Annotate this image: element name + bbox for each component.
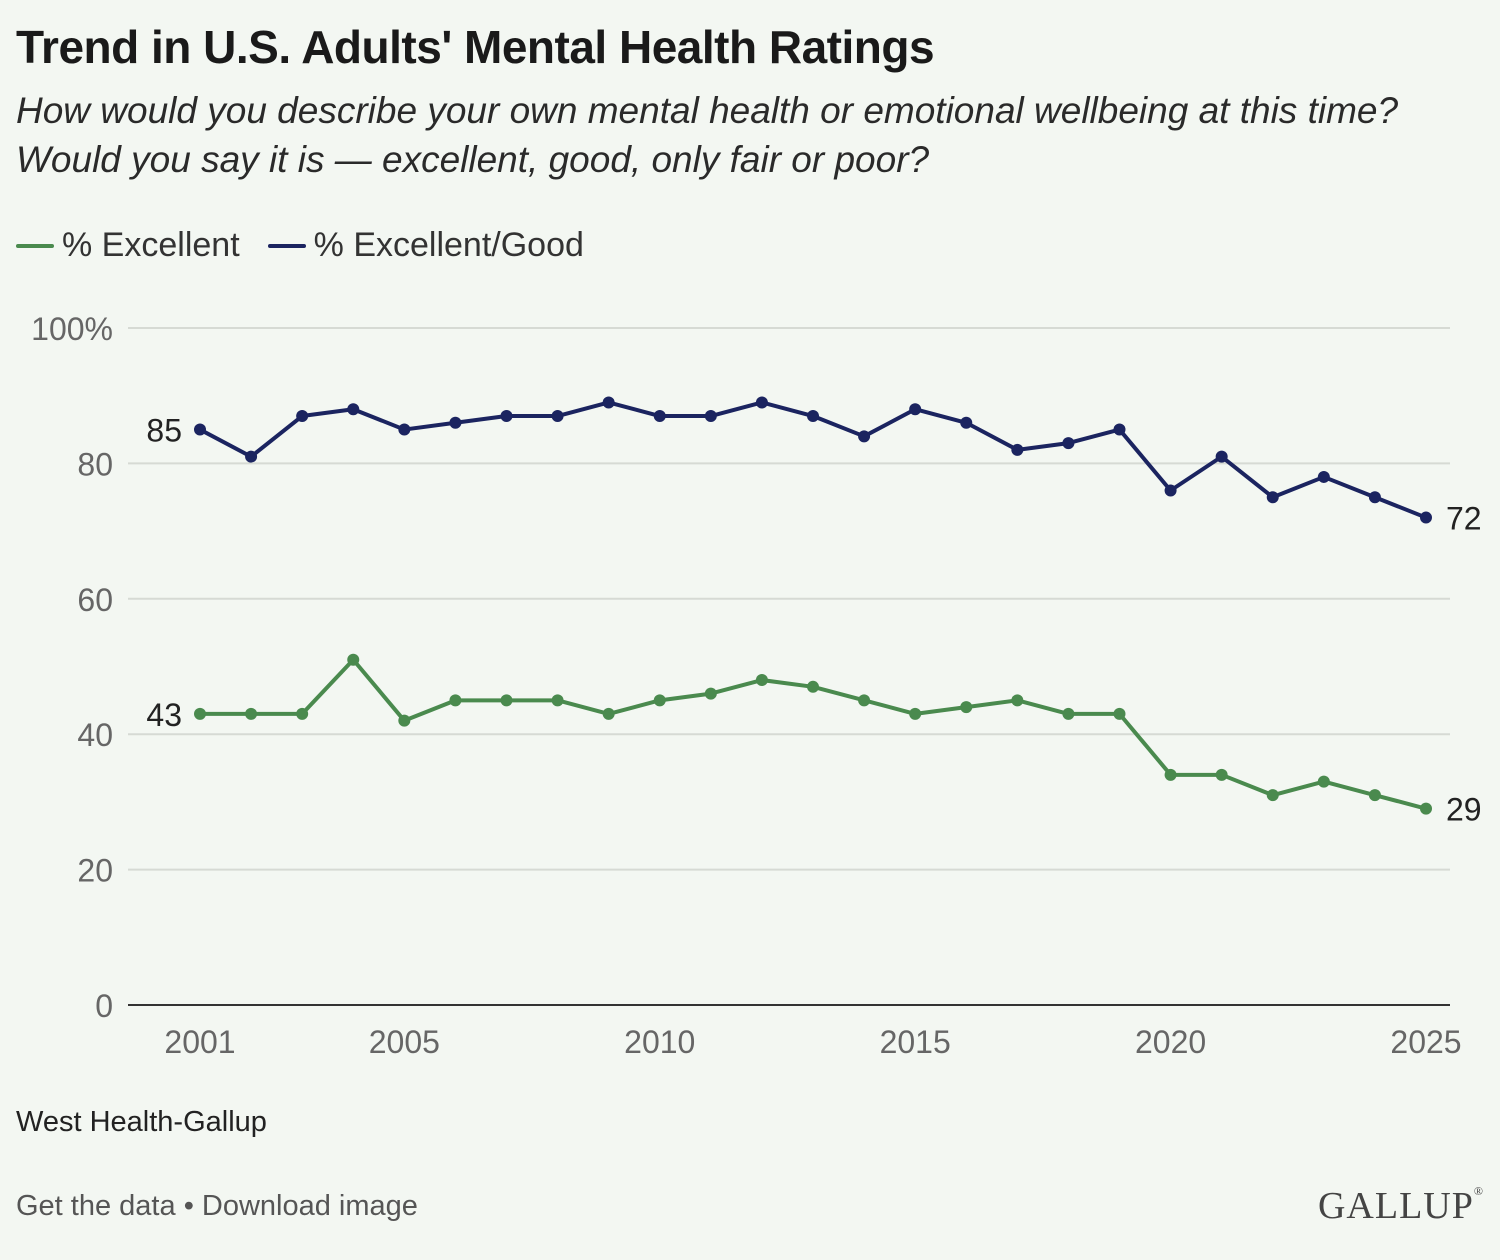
x-tick-label-2015: 2015 — [880, 1024, 951, 1060]
x-tick-label-2010: 2010 — [624, 1024, 695, 1060]
data-point-excellent-2010 — [653, 694, 666, 707]
data-point-excellent-2018 — [1062, 707, 1075, 720]
y-tick-label-100: 100% — [31, 311, 113, 347]
data-point-excellent-good-2021 — [1215, 450, 1228, 463]
series — [194, 396, 1432, 815]
data-point-excellent-good-2012 — [755, 396, 768, 409]
data-point-excellent-good-2010 — [653, 410, 666, 423]
data-point-excellent-2008 — [551, 694, 564, 707]
data-point-excellent-good-2005 — [398, 423, 411, 436]
end-label-excellent: 29 — [1446, 792, 1482, 828]
data-point-excellent-good-2020 — [1164, 484, 1177, 497]
data-point-excellent-2007 — [500, 694, 513, 707]
data-point-excellent-good-2013 — [807, 410, 819, 423]
legend-label-excellent-good: % Excellent/Good — [313, 226, 584, 264]
data-point-excellent-2002 — [245, 707, 258, 720]
logo-text: GALLUP — [1317, 1185, 1474, 1227]
data-point-excellent-good-2022 — [1266, 491, 1279, 504]
data-point-excellent-2019 — [1113, 707, 1126, 720]
y-tick-label-60: 60 — [77, 582, 113, 618]
data-point-excellent-2022 — [1266, 789, 1279, 802]
data-point-excellent-2017 — [1011, 694, 1024, 707]
x-tick-label-2025: 2025 — [1390, 1024, 1461, 1060]
data-point-excellent-2014 — [858, 694, 871, 707]
get-data-link[interactable]: Get the data — [16, 1190, 176, 1222]
y-tick-label-40: 40 — [77, 717, 113, 753]
y-tick-label-20: 20 — [77, 853, 113, 889]
data-point-excellent-good-2015 — [909, 403, 922, 416]
data-point-excellent-2024 — [1368, 789, 1381, 802]
legend-item-excellent: % Excellent — [16, 226, 240, 265]
data-point-excellent-2005 — [398, 714, 411, 727]
data-point-excellent-good-2001 — [194, 423, 206, 436]
axes: 0 20 40 60 80 100% 2001 2005 2010 2015 2020 2025 — [31, 311, 1461, 1060]
data-point-excellent-good-2016 — [960, 416, 973, 429]
data-point-excellent-2025 — [1420, 802, 1432, 815]
line-chart: 0 20 40 60 80 100% 2001 2005 2010 2015 2020 2025 43… — [31, 311, 1481, 1060]
data-point-excellent-2016 — [960, 701, 973, 714]
data-point-excellent-good-2014 — [858, 430, 871, 443]
data-point-excellent-good-2009 — [602, 396, 615, 409]
data-point-excellent-2009 — [602, 707, 615, 720]
data-point-excellent-good-2003 — [296, 410, 309, 423]
y-tick-label-80: 80 — [77, 446, 113, 482]
data-point-excellent-good-2023 — [1317, 470, 1330, 483]
legend-label-excellent: % Excellent — [62, 226, 240, 264]
legend: % Excellent % Excellent/Good — [16, 226, 584, 265]
data-point-excellent-good-2024 — [1368, 491, 1381, 504]
y-tick-label-0: 0 — [95, 988, 113, 1024]
source-note: West Health-Gallup — [16, 1106, 267, 1138]
legend-item-excellent-good: % Excellent/Good — [267, 226, 584, 265]
data-point-excellent-good-2019 — [1113, 423, 1126, 436]
data-point-excellent-2015 — [909, 707, 922, 720]
download-image-link[interactable]: Download image — [201, 1190, 418, 1222]
data-labels: 43 29 85 72 — [146, 413, 1481, 828]
data-point-excellent-good-2025 — [1420, 511, 1432, 524]
data-point-excellent-2023 — [1317, 775, 1330, 788]
gallup-logo: GALLUP® — [1318, 1184, 1484, 1228]
data-point-excellent-good-2002 — [245, 450, 258, 463]
data-point-excellent-2004 — [347, 653, 360, 666]
footer-separator: • — [183, 1190, 194, 1222]
data-point-excellent-good-2004 — [347, 403, 360, 416]
data-point-excellent-good-2007 — [500, 410, 513, 423]
data-point-excellent-2013 — [807, 680, 819, 693]
legend-swatch-excellent — [16, 243, 54, 248]
data-point-excellent-2012 — [755, 674, 768, 687]
data-point-excellent-2003 — [296, 707, 309, 720]
legend-swatch-excellent-good — [267, 243, 306, 248]
data-point-excellent-2021 — [1215, 768, 1228, 781]
data-point-excellent-good-2011 — [704, 410, 717, 423]
start-label-excellent-good: 85 — [146, 413, 182, 449]
footer-links: Get the data • Download image — [16, 1190, 418, 1223]
data-point-excellent-2001 — [194, 707, 206, 720]
data-point-excellent-good-2017 — [1011, 443, 1024, 456]
data-point-excellent-2011 — [704, 687, 717, 700]
data-point-excellent-2020 — [1164, 768, 1177, 781]
data-point-excellent-good-2006 — [449, 416, 462, 429]
x-tick-label-2020: 2020 — [1135, 1024, 1206, 1060]
data-point-excellent-good-2008 — [551, 410, 564, 423]
chart-subtitle: How would you describe your own mental h… — [16, 90, 1399, 180]
registered-mark: ® — [1473, 1184, 1484, 1198]
x-tick-label-2001: 2001 — [164, 1024, 235, 1060]
data-point-excellent-2006 — [449, 694, 462, 707]
x-tick-label-2005: 2005 — [369, 1024, 440, 1060]
chart-title: Trend in U.S. Adults' Mental Health Rati… — [16, 21, 935, 73]
start-label-excellent: 43 — [146, 697, 182, 733]
data-point-excellent-good-2018 — [1062, 437, 1075, 450]
end-label-excellent-good: 72 — [1446, 501, 1482, 537]
